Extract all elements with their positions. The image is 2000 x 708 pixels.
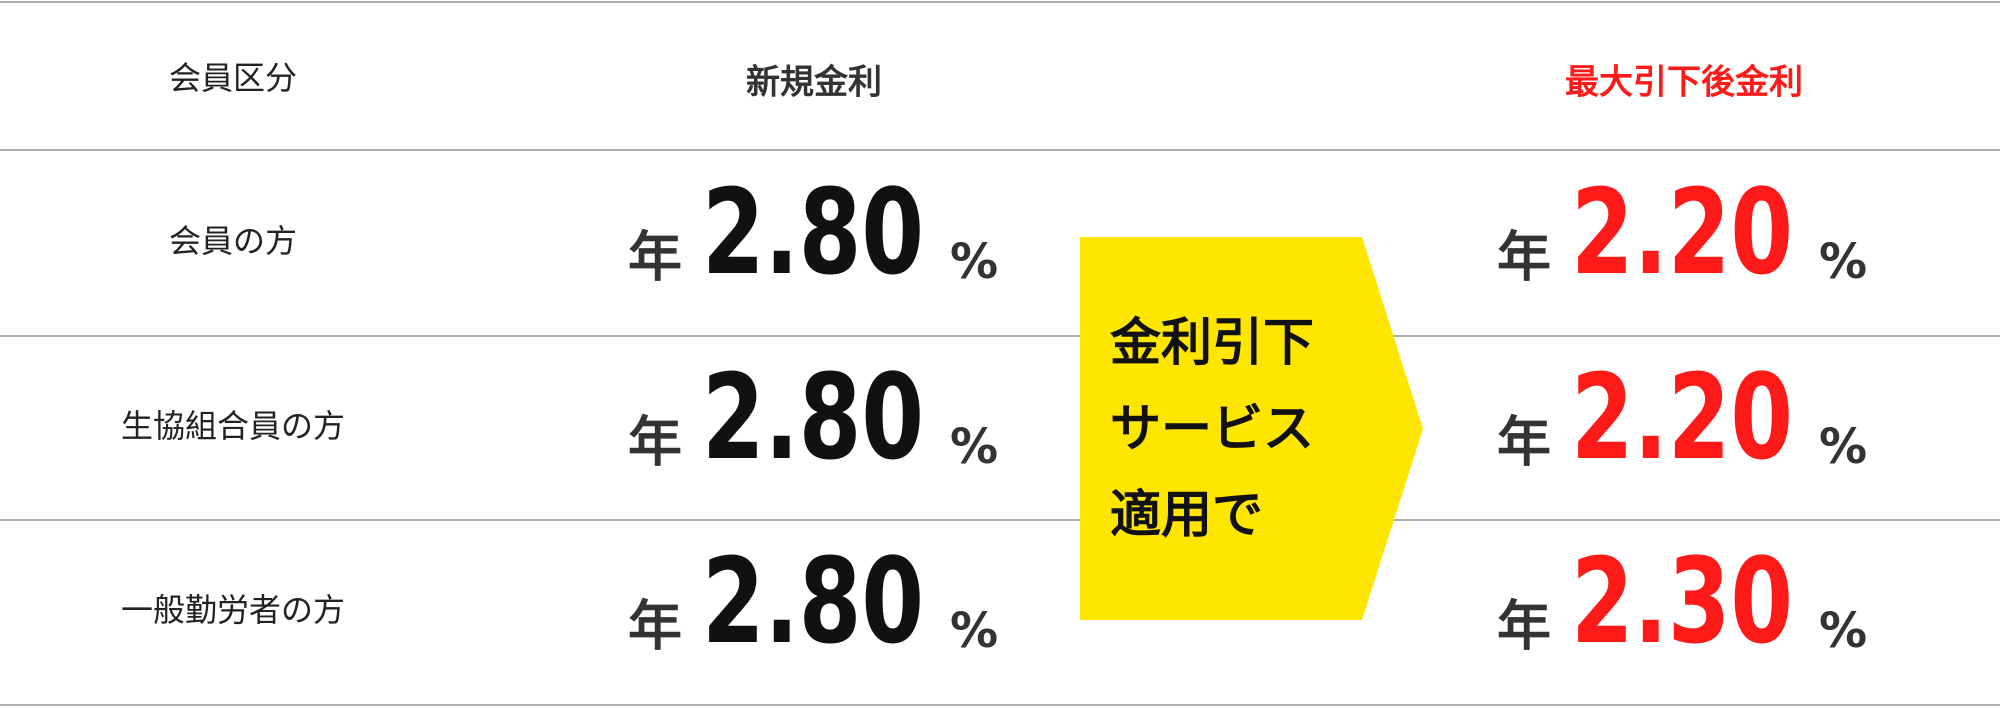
banner-text: 金利引下 — [1109, 314, 1314, 373]
rate-prefix: 年 — [1497, 411, 1551, 474]
rate-value: 2.30 — [1571, 532, 1793, 670]
banner-text: 適用で — [1110, 486, 1263, 545]
rate-unit: % — [1819, 234, 1867, 290]
rate-unit: % — [1819, 419, 1867, 475]
header-cell: 最大引下後金利 — [1565, 63, 1803, 103]
rate-unit: % — [950, 603, 998, 659]
rate-value: 2.80 — [702, 163, 924, 301]
header-cell: 会員区分 — [169, 59, 297, 97]
rate-unit: % — [950, 234, 998, 290]
rate-value: 2.20 — [1571, 163, 1793, 301]
row-label: 会員の方 — [169, 222, 297, 260]
banner-text: サービス — [1110, 400, 1314, 459]
rate-value: 2.80 — [702, 348, 924, 486]
rate-unit: % — [950, 419, 998, 475]
banner-arrow — [1080, 237, 1423, 620]
row-label: 生協組合員の方 — [121, 407, 345, 445]
rate-prefix: 年 — [628, 226, 682, 289]
rows: 会員の方年 2.80% 年 2.20 %生協組合員の方年 2.80% 年 2.20 %一般勤労者… — [121, 163, 1867, 670]
rate-prefix: 年 — [628, 595, 682, 658]
rate-value: 2.80 — [702, 532, 924, 670]
row-label: 一般勤労者の方 — [121, 591, 345, 629]
rate-value: 2.20 — [1571, 348, 1793, 486]
rate-prefix: 年 — [1497, 226, 1551, 289]
header-cell: 新規金利 — [746, 63, 882, 103]
rate-prefix: 年 — [1497, 595, 1551, 658]
rate-unit: % — [1819, 603, 1867, 659]
rate-prefix: 年 — [628, 411, 682, 474]
